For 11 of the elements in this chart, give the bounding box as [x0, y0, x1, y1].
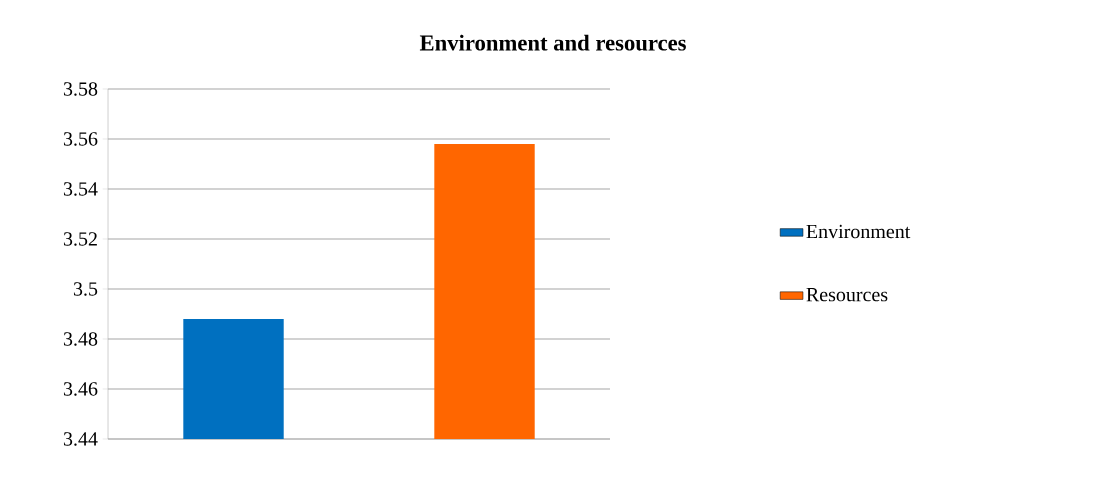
legend-label: Resources [806, 288, 888, 302]
y-tick-label: 3.58 [63, 82, 98, 96]
y-tick-label: 3.46 [63, 382, 98, 396]
y-tick-label: 3.44 [63, 432, 98, 446]
y-tick-label: 3.48 [63, 332, 98, 346]
legend-label: Environment [806, 224, 911, 239]
y-tick-label: 3.5 [73, 282, 98, 296]
y-tick-label: 3.52 [63, 232, 97, 246]
y-tick-label: 3.54 [63, 182, 98, 196]
y-tick-label: 3.56 [63, 132, 98, 146]
chart-title: Environment and resources [419, 34, 686, 51]
